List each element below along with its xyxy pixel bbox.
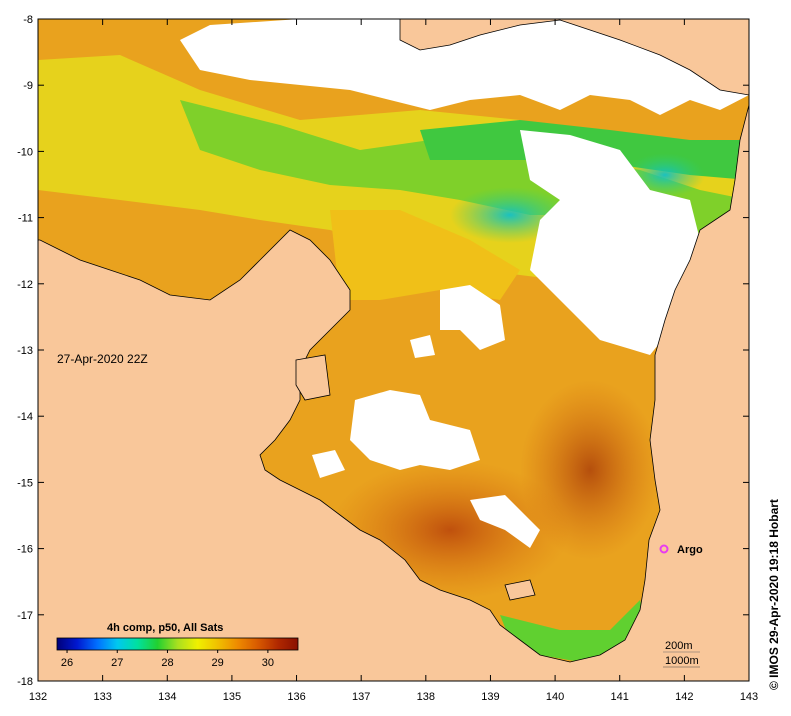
x-tick-label: 134	[158, 691, 176, 703]
y-tick-label: -10	[17, 146, 33, 158]
land-cape-york	[38, 104, 749, 681]
colorbar-tick-label: 26	[61, 657, 73, 669]
x-tick-label: 141	[611, 691, 629, 703]
x-tick-label: 142	[675, 691, 693, 703]
sst-gulf-north	[330, 210, 520, 300]
contour-label-200m: 200m	[665, 640, 693, 652]
x-tick-label: 135	[223, 691, 241, 703]
cloud-gulf-2	[350, 390, 480, 470]
colorbar-tick-label: 29	[212, 657, 224, 669]
argo-float-marker[interactable]: Argo	[659, 544, 703, 556]
x-tick-label: 137	[352, 691, 370, 703]
cloud-north	[180, 19, 749, 115]
land-groote	[295, 354, 331, 401]
cloud-gulf-5	[410, 335, 435, 358]
cloud-gulf-3	[312, 450, 345, 478]
cloud-gulf-1	[440, 285, 505, 350]
y-tick-label: -11	[18, 213, 33, 225]
colorbar-tick-label: 30	[262, 657, 274, 669]
colorbar: 4h comp, p50, All Sats 26 27 28 29 30	[56, 622, 299, 669]
y-tick-label: -9	[23, 80, 33, 92]
y-tick-label: -14	[17, 411, 33, 423]
land-png	[399, 19, 749, 96]
colorbar-tick-label: 28	[161, 657, 173, 669]
map-axes: 132 133 134 135 136 137 138 139 140 141 142 143 -8 -9…	[17, 14, 758, 703]
colorbar-tick-label: 27	[111, 657, 123, 669]
land-mornington	[504, 579, 536, 601]
x-tick-label: 132	[29, 691, 47, 703]
colorbar-title: 4h comp, p50, All Sats	[107, 622, 223, 634]
credit-text: © IMOS 29-Apr-2020 19:18 Hobart	[767, 499, 781, 690]
y-tick-label: -17	[17, 610, 33, 622]
y-tick-label: -15	[17, 477, 33, 489]
sst-warm-core-2	[520, 380, 660, 560]
y-tick-label: -18	[17, 676, 33, 688]
contour-label-1000m: 1000m	[665, 655, 699, 667]
timestamp-label: 27-Apr-2020 22Z	[57, 352, 148, 366]
x-tick-label: 133	[93, 691, 111, 703]
y-tick-label: -8	[23, 14, 33, 26]
argo-float-icon[interactable]	[659, 544, 669, 554]
x-tick-label: 143	[740, 691, 758, 703]
sst-south-fringe	[500, 600, 645, 662]
cloud-gulf-4	[470, 495, 540, 548]
cloud-east	[520, 130, 700, 355]
x-tick-label: 140	[546, 691, 564, 703]
colorbar-strip	[56, 637, 299, 651]
x-tick-label: 138	[417, 691, 435, 703]
argo-float-label: Argo	[677, 544, 703, 556]
y-tick-label: -16	[17, 544, 33, 556]
y-tick-label: -13	[17, 345, 33, 357]
map-plot-area	[38, 19, 749, 681]
y-tick-label: -12	[17, 279, 33, 291]
colorbar-ticks: 26 27 28 29 30	[61, 650, 274, 669]
x-tick-label: 136	[287, 691, 305, 703]
x-tick-label: 139	[481, 691, 499, 703]
